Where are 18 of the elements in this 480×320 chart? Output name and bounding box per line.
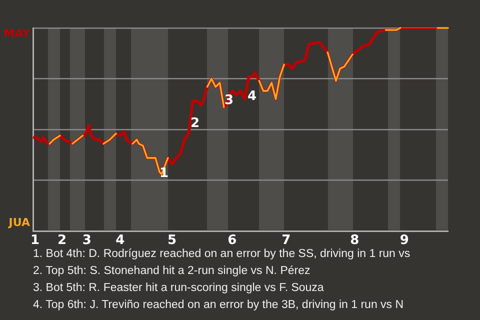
text: MAY	[4, 26, 32, 40]
text: 4. Top 6th: J. Treviño reached on an error by the 3B, driving in 1 run vs N	[33, 298, 405, 313]
x-tick-label: 7	[282, 233, 291, 248]
x-tick-label: 5	[168, 233, 177, 248]
x-tick-label: 9	[400, 233, 409, 248]
x-tick-label: 8	[350, 233, 360, 248]
text: 1. Bot 4th: D. Rodríguez reached on an error by the SS, driving in 1 run vs	[33, 247, 412, 262]
x-tick-label: 6	[228, 233, 237, 248]
annotation: 3	[224, 93, 234, 108]
x-tick-label: 4	[116, 233, 125, 248]
text: JUA	[8, 216, 30, 229]
annotation: 2	[190, 116, 200, 131]
x-tick-label: 3	[82, 233, 92, 248]
annotation: 4	[247, 89, 257, 104]
x-tick-label: 1	[30, 233, 40, 248]
text: 3. Bot 5th: R. Feaster hit a run-scoring single vs F. Souza	[33, 281, 325, 296]
x-tick-label: 2	[58, 233, 67, 248]
text: 2. Top 5th: S. Stonehand hit a 2-run single vs N. Pérez	[33, 264, 312, 279]
